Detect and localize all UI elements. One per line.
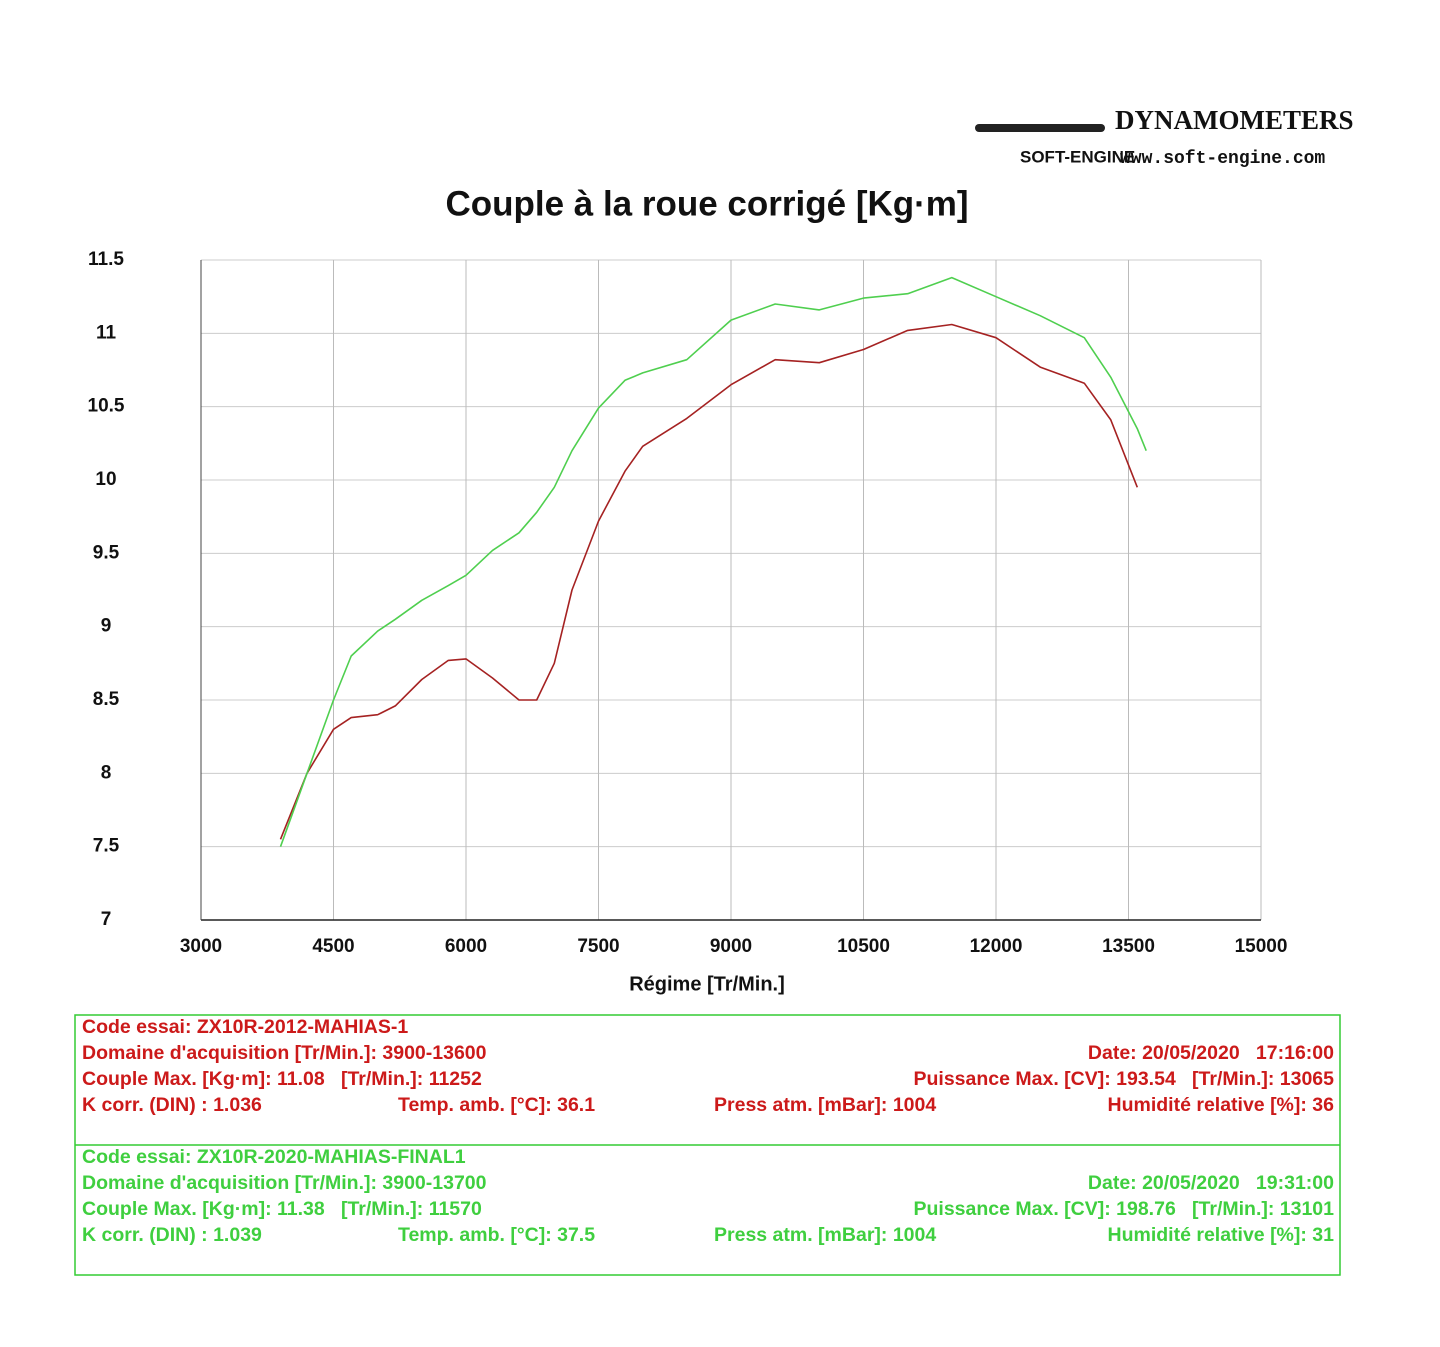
info-puissance: Puissance Max. [CV]: 193.54 [Tr/Min.]: 1… <box>914 1068 1335 1090</box>
x-tick-label: 12000 <box>970 936 1023 957</box>
info-code: Code essai: ZX10R-2020-MAHIAS-FINAL1 <box>82 1146 466 1168</box>
info-date: Date: 20/05/2020 17:16:00 <box>1088 1042 1334 1064</box>
info-code: Code essai: ZX10R-2012-MAHIAS-1 <box>82 1016 408 1038</box>
info-temp: Temp. amb. [°C]: 36.1 <box>398 1094 595 1116</box>
info-press: Press atm. [mBar]: 1004 <box>714 1224 936 1246</box>
x-axis-label: Régime [Tr/Min.] <box>629 973 785 995</box>
info-domain: Domaine d'acquisition [Tr/Min.]: 3900-13… <box>82 1042 487 1064</box>
x-tick-label: 13500 <box>1102 936 1155 957</box>
x-tick-label: 4500 <box>312 936 354 957</box>
info-kcorr: K corr. (DIN) : 1.036 <box>82 1094 262 1116</box>
y-tick-label: 9.5 <box>93 542 120 563</box>
brand: DYNAMOMETERS <box>1115 105 1354 135</box>
y-tick-label: 8.5 <box>93 689 120 710</box>
y-tick-label: 7 <box>101 909 112 930</box>
chart-title: Couple à la roue corrigé [Kg·m] <box>445 184 968 223</box>
info-couple: Couple Max. [Kg·m]: 11.08 [Tr/Min.]: 112… <box>82 1068 482 1090</box>
info-puissance: Puissance Max. [CV]: 198.76 [Tr/Min.]: 1… <box>914 1198 1335 1220</box>
x-tick-label: 15000 <box>1235 936 1288 957</box>
logo-swoosh <box>975 124 1105 132</box>
y-tick-label: 9 <box>101 616 112 637</box>
x-tick-label: 7500 <box>577 936 619 957</box>
x-tick-label: 9000 <box>710 936 752 957</box>
info-couple: Couple Max. [Kg·m]: 11.38 [Tr/Min.]: 115… <box>82 1198 482 1220</box>
x-tick-label: 6000 <box>445 936 487 957</box>
info-date: Date: 20/05/2020 19:31:00 <box>1088 1172 1334 1194</box>
x-tick-label: 3000 <box>180 936 222 957</box>
url: www.soft-engine.com <box>1120 149 1325 169</box>
info-kcorr: K corr. (DIN) : 1.039 <box>82 1224 262 1246</box>
y-tick-label: 11.5 <box>88 249 124 270</box>
info-temp: Temp. amb. [°C]: 37.5 <box>398 1224 595 1246</box>
y-tick-label: 8 <box>101 762 112 783</box>
y-tick-label: 7.5 <box>93 836 120 857</box>
line-series <box>279 323 1139 840</box>
info-domain: Domaine d'acquisition [Tr/Min.]: 3900-13… <box>82 1172 487 1194</box>
info-humidity: Humidité relative [%]: 36 <box>1108 1094 1335 1116</box>
y-tick-label: 10.5 <box>88 396 125 417</box>
y-tick-label: 11 <box>96 322 117 343</box>
y-tick-label: 10 <box>95 469 116 490</box>
line-series <box>279 276 1147 847</box>
logo-text: SOFT-ENGINE <box>1020 147 1135 166</box>
info-press: Press atm. [mBar]: 1004 <box>714 1094 936 1116</box>
info-humidity: Humidité relative [%]: 31 <box>1108 1224 1335 1246</box>
x-tick-label: 10500 <box>837 936 890 957</box>
